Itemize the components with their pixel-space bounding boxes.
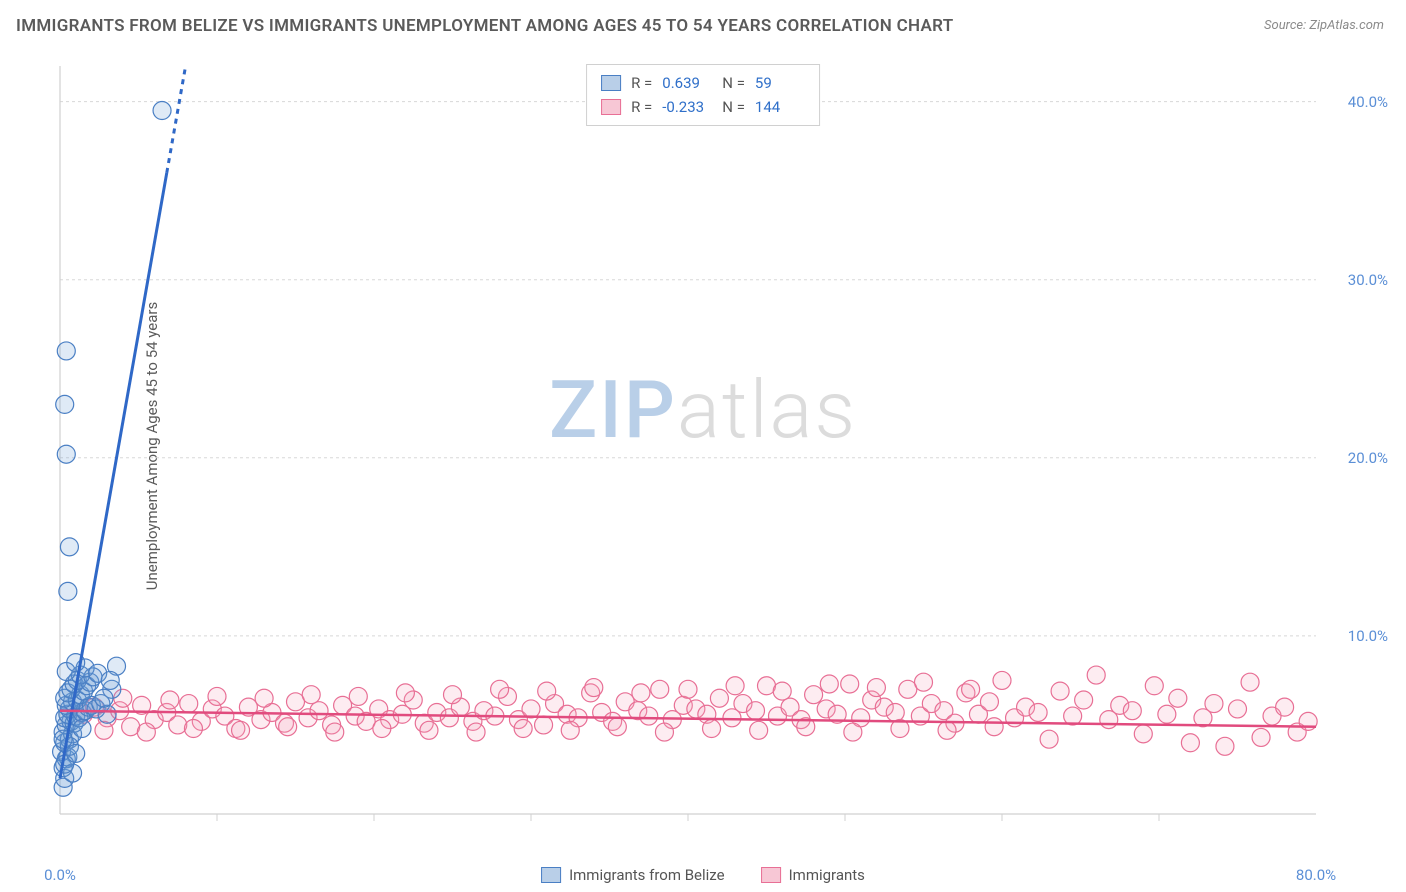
n-value: 59 [755,71,805,95]
r-label: R = [631,71,652,95]
scatter-chart [50,60,1386,850]
legend-item-immigrants: Immigrants [761,866,865,884]
x-tick-label: 0.0% [44,866,76,884]
legend-label: Immigrants from Belize [569,866,725,884]
legend-row-immigrants: R = -0.233 N = 144 [601,95,805,119]
n-value: 144 [755,95,805,119]
legend-label: Immigrants [789,866,865,884]
y-tick-label: 40.0% [1348,93,1388,111]
x-tick-label: 80.0% [1296,866,1336,884]
plot-area [50,60,1386,850]
n-label: N = [722,95,745,119]
source-label: Source: ZipAtlas.com [1264,18,1384,33]
legend-item-belize: Immigrants from Belize [541,866,725,884]
swatch-blue-icon [601,75,621,91]
y-tick-label: 10.0% [1348,627,1388,645]
swatch-pink-icon [761,867,781,883]
r-value: -0.233 [662,95,712,119]
swatch-pink-icon [601,99,621,115]
swatch-blue-icon [541,867,561,883]
y-tick-label: 20.0% [1348,449,1388,467]
r-label: R = [631,95,652,119]
series-legend: Immigrants from Belize Immigrants [541,866,865,884]
r-value: 0.639 [662,71,712,95]
chart-title: IMMIGRANTS FROM BELIZE VS IMMIGRANTS UNE… [16,16,954,36]
n-label: N = [722,71,745,95]
correlation-legend: R = 0.639 N = 59 R = -0.233 N = 144 [586,64,820,126]
legend-row-belize: R = 0.639 N = 59 [601,71,805,95]
y-tick-label: 30.0% [1348,271,1388,289]
